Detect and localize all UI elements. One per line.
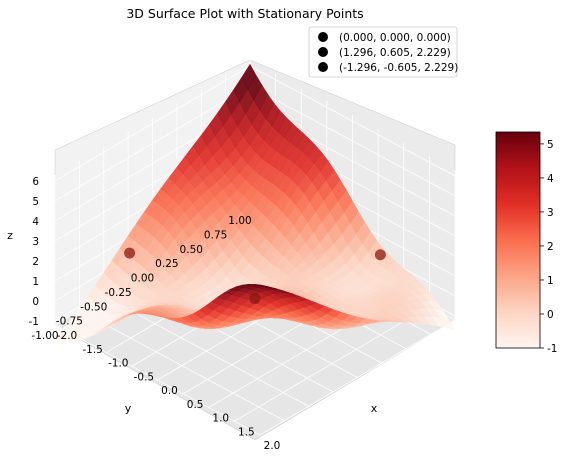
legend-box <box>308 26 458 78</box>
y-tick-label: 1.00 <box>228 215 251 227</box>
surface-facet <box>440 317 456 331</box>
stationary-point-2 <box>374 249 386 261</box>
x-tick-label: 0.5 <box>187 399 204 411</box>
colorbar-tick-label: 2 <box>547 241 554 253</box>
y-tick-label: 0.25 <box>155 258 178 270</box>
legend-marker-2 <box>318 47 328 57</box>
legend-label-3: (-1.296, -0.605, 2.229) <box>339 62 458 74</box>
stationary-point-3 <box>124 247 136 259</box>
y-axis-label: y <box>125 402 132 415</box>
grid-line <box>103 295 309 407</box>
y-tick-label: -0.50 <box>80 301 107 313</box>
grid-line <box>79 310 285 421</box>
colorbar-tick-label: 5 <box>547 139 554 151</box>
stationary-points <box>124 247 386 304</box>
x-axis-label: x <box>371 402 378 415</box>
chart-title: 3D Surface Plot with Stationary Points <box>126 6 363 21</box>
z-axis-label: z <box>7 229 13 242</box>
z-tick-label: 1 <box>32 276 39 288</box>
legend-marker-1 <box>318 32 328 42</box>
z-tick-label: 4 <box>32 216 39 228</box>
z-tick-label: 5 <box>32 196 39 208</box>
x-tick-label: -1.5 <box>82 344 103 356</box>
legend-marker-3 <box>318 62 328 72</box>
y-tick-label: -0.75 <box>56 316 83 328</box>
grid-line <box>54 324 261 436</box>
colorbar-tick-label: -1 <box>547 343 557 355</box>
surface-mesh <box>54 63 456 342</box>
legend: (0.000, 0.000, 0.000) (1.296, 0.605, 2.2… <box>308 26 458 78</box>
z-tick-label: 6 <box>32 176 39 188</box>
z-tick-label: 3 <box>32 236 39 248</box>
y-tick-label: -1.00 <box>31 330 58 342</box>
z-tick-label: -1 <box>29 316 39 328</box>
colorbar: -1 0 1 2 3 4 5 <box>495 131 557 355</box>
x-tick-label: 2.0 <box>264 440 281 452</box>
x-tick-label: -2.0 <box>57 330 78 342</box>
stationary-point-1 <box>249 293 261 304</box>
colorbar-tick-label: 3 <box>547 207 554 219</box>
legend-label-2: (1.296, 0.605, 2.229) <box>339 47 451 59</box>
x-tick-label: 1.0 <box>212 413 229 425</box>
y-tick-label: 0.50 <box>180 244 203 256</box>
z-tick-label: 0 <box>32 296 39 308</box>
x-tick-label: 1.5 <box>238 426 255 438</box>
x-tick-label: -0.5 <box>134 371 155 383</box>
x-tick-label: -1.0 <box>108 358 129 370</box>
x-tick-label: 0.0 <box>161 385 178 397</box>
colorbar-gradient <box>495 131 541 349</box>
y-tick-label: 0.00 <box>131 273 154 285</box>
colorbar-tick-label: 0 <box>547 309 554 321</box>
colorbar-ticks: -1 0 1 2 3 4 5 <box>540 139 557 355</box>
axis-ticks: -2.0 -1.5 -1.0 -0.5 0.0 0.5 1.0 1.5 2.0 -1.00 -0.7… <box>29 176 281 452</box>
colorbar-tick-label: 4 <box>547 173 554 185</box>
y-tick-label: 0.75 <box>204 229 227 241</box>
legend-label-1: (0.000, 0.000, 0.000) <box>339 32 451 44</box>
colorbar-tick-label: 1 <box>547 275 554 287</box>
y-tick-label: -0.25 <box>105 287 132 299</box>
z-tick-label: 2 <box>32 256 39 268</box>
